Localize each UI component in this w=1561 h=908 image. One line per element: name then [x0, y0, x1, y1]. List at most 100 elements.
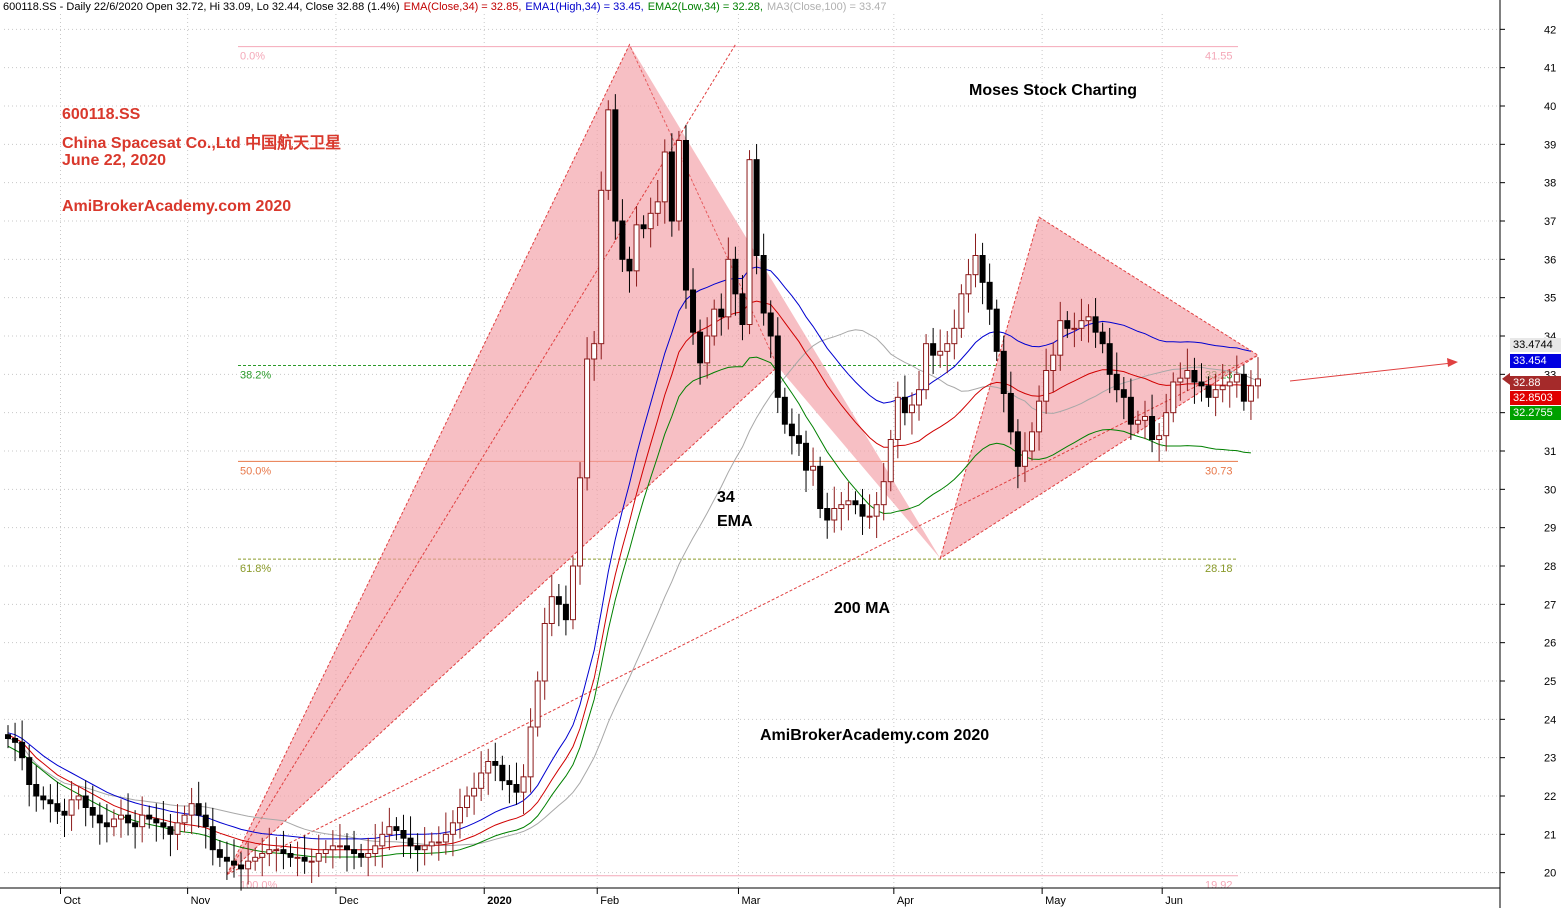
candle-body	[831, 508, 838, 521]
site-annotation-2: AmiBrokerAcademy.com 2020	[760, 727, 990, 744]
pattern-triangle-abc	[629, 44, 941, 559]
candle-body	[160, 822, 167, 828]
fibonacci-levels: 0.0%41.5538.2%33.2350.0%30.7361.8%28.181…	[238, 46, 1238, 892]
candle-body	[139, 814, 146, 828]
candle-body	[803, 442, 810, 471]
candle-body	[1000, 350, 1007, 395]
candle-body	[1057, 320, 1064, 356]
candle-body	[343, 845, 350, 851]
candle-body	[372, 845, 379, 854]
candle-body	[711, 308, 718, 337]
candle-body	[1149, 416, 1156, 440]
candle-body	[718, 308, 725, 318]
fib-level-label: 0.0%	[240, 51, 265, 63]
candle-body	[894, 396, 901, 441]
candle-body	[1240, 373, 1247, 402]
candle-body	[336, 845, 343, 848]
candle-body	[965, 274, 972, 295]
y-tick-label: 29	[1544, 523, 1556, 535]
candle-body	[1191, 370, 1198, 383]
candle-body	[739, 293, 746, 326]
candle-body	[96, 814, 103, 824]
candle-body	[1255, 378, 1261, 387]
candle-body	[146, 814, 153, 820]
fib-level-label: 100.0%	[240, 880, 278, 892]
candle-body	[880, 481, 887, 506]
x-tick-label: Apr	[897, 895, 914, 907]
candle-body	[209, 826, 216, 851]
candle-body	[1092, 316, 1099, 333]
candle-body	[937, 350, 944, 356]
candle-body	[287, 853, 294, 858]
candle-body	[859, 504, 866, 517]
pattern-line-xc	[226, 44, 736, 875]
y-tick-label: 27	[1544, 599, 1556, 611]
candle-body	[760, 255, 767, 314]
projection-arrowhead	[1447, 358, 1458, 367]
company-annotation: China Spacesat Co.,Ltd 中国航天卫星	[62, 135, 342, 152]
candle-body	[358, 853, 365, 858]
candle-body	[541, 623, 548, 682]
candle-body	[259, 853, 266, 858]
candle-body	[598, 189, 605, 345]
candle-body	[400, 830, 407, 839]
price-axis: 2021222324252627282930313233343536373839…	[1500, 24, 1556, 880]
site-annotation-1: AmiBrokerAcademy.com 2020	[62, 198, 292, 215]
pattern-triangle-cde	[939, 216, 1259, 560]
header-ema1: EMA1(High,34) = 33.45,	[525, 1, 644, 13]
candle-body	[329, 845, 336, 851]
candle-body	[1007, 393, 1014, 433]
candle-body	[824, 508, 831, 521]
candle-body	[562, 603, 569, 621]
candle-body	[153, 818, 160, 824]
candle-body	[725, 258, 732, 318]
y-tick-label: 36	[1544, 254, 1556, 266]
candle-body	[1050, 354, 1057, 371]
candle-body	[393, 826, 400, 832]
price-marker	[1502, 372, 1510, 385]
harmonic-pattern	[226, 43, 1458, 876]
candle-body	[817, 465, 824, 510]
candle-body	[82, 795, 89, 808]
candle-body	[5, 734, 11, 740]
candle-body	[1106, 343, 1113, 375]
candle-body	[534, 680, 541, 728]
candle-body	[464, 795, 471, 808]
candle-body	[301, 856, 308, 862]
y-tick-label: 25	[1544, 676, 1556, 688]
y-tick-label: 20	[1544, 868, 1556, 880]
candle-body	[986, 281, 993, 310]
candle-body	[407, 837, 414, 847]
candle-body	[223, 856, 230, 862]
candle-body	[866, 515, 873, 518]
x-tick-label: Feb	[600, 895, 619, 907]
candle-body	[132, 822, 139, 828]
candle-body	[1219, 385, 1226, 391]
candle-body	[33, 784, 40, 797]
candle-body	[1156, 435, 1163, 440]
candle-body	[280, 849, 287, 855]
y-tick-label: 41	[1544, 63, 1556, 75]
candle-body	[626, 258, 633, 272]
candle-body	[647, 212, 654, 230]
candle-body	[294, 856, 301, 859]
candle-body	[908, 404, 915, 414]
x-tick-label: Nov	[191, 895, 211, 907]
candle-body	[47, 799, 54, 805]
candle-body	[68, 799, 75, 816]
ma3-price-tag: 33.4744	[1510, 338, 1561, 352]
y-tick-label: 26	[1544, 638, 1556, 650]
candle-body	[125, 814, 132, 824]
ma100-line	[7, 329, 1259, 847]
candle-body	[435, 841, 442, 844]
candle-body	[1085, 316, 1092, 322]
candle-body	[75, 795, 82, 801]
candle-body	[668, 151, 675, 222]
candle-body	[1036, 400, 1043, 433]
y-tick-label: 39	[1544, 139, 1556, 151]
candle-body	[1014, 431, 1021, 467]
candle-body	[923, 343, 930, 391]
candle-body	[767, 312, 774, 337]
candle-body	[1064, 320, 1071, 329]
